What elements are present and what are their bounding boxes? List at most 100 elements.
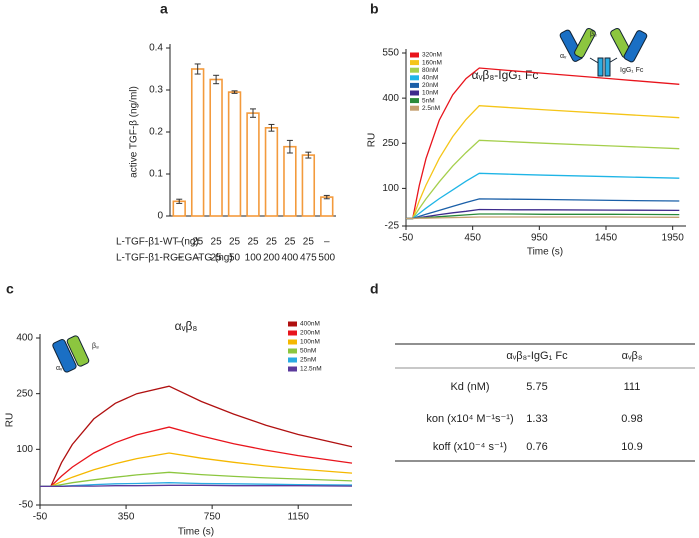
x-tick-label: 475 bbox=[300, 253, 317, 264]
x-tick-label: 100 bbox=[245, 253, 262, 264]
x-tick-label: 450 bbox=[464, 233, 481, 244]
legend-label: 80nM bbox=[422, 67, 438, 74]
y-tick-label: 0 bbox=[157, 211, 163, 222]
row-label: L-TGF-β1-RGEGATG (ng) bbox=[116, 253, 233, 264]
legend-swatch bbox=[410, 75, 419, 81]
x-tick-label: 25 bbox=[211, 237, 223, 248]
legend-label: 160nM bbox=[422, 59, 442, 66]
x-tick-label: 25 bbox=[192, 237, 204, 248]
legend-label: 400nM bbox=[300, 321, 320, 328]
legend-label: 5nM bbox=[422, 97, 435, 104]
table-cell: 0.98 bbox=[621, 413, 642, 425]
legend-label: 200nM bbox=[300, 330, 320, 337]
bar bbox=[209, 78, 223, 217]
y-tick-label: 250 bbox=[16, 388, 33, 399]
table-cell: 0.76 bbox=[526, 441, 547, 453]
x-tick-label: 25 bbox=[284, 237, 296, 248]
legend-swatch bbox=[410, 52, 419, 58]
x-tick-label: 1950 bbox=[662, 233, 685, 244]
y-tick-label: -50 bbox=[19, 500, 34, 511]
bar bbox=[264, 127, 279, 217]
legend-label: 12.5nM bbox=[300, 366, 322, 373]
icon-label: αᵥ bbox=[56, 365, 63, 372]
y-tick-label: 100 bbox=[16, 444, 33, 455]
table-cell: 10.9 bbox=[621, 441, 642, 453]
x-axis-label: Time (s) bbox=[178, 527, 214, 538]
bar bbox=[301, 154, 316, 217]
legend-label: 20nM bbox=[422, 82, 438, 89]
legend-swatch bbox=[410, 60, 419, 66]
x-tick-label: 350 bbox=[118, 512, 135, 523]
icon-label: αᵥ bbox=[560, 53, 567, 60]
antibody-icon bbox=[559, 27, 648, 77]
bar bbox=[283, 145, 297, 217]
table-cell: 1.33 bbox=[526, 413, 547, 425]
y-tick-label: 400 bbox=[382, 93, 399, 104]
legend-swatch bbox=[410, 105, 419, 111]
sensorgram-line bbox=[406, 216, 680, 220]
icon-label: β₈ bbox=[590, 31, 597, 38]
x-tick-label: 25 bbox=[247, 237, 259, 248]
y-tick-label: 400 bbox=[16, 333, 33, 344]
legend-swatch bbox=[288, 348, 297, 354]
bar bbox=[227, 91, 242, 217]
bar bbox=[320, 196, 334, 217]
y-tick-label: -25 bbox=[385, 221, 400, 232]
table-cell: 5.75 bbox=[526, 381, 547, 393]
x-axis-label: Time (s) bbox=[527, 247, 563, 258]
x-tick-label: – bbox=[195, 253, 201, 264]
legend-label: 320nM bbox=[422, 52, 442, 59]
y-tick-label: 0.2 bbox=[149, 127, 163, 138]
legend-label: 50nM bbox=[300, 348, 316, 355]
x-tick-label: 1450 bbox=[595, 233, 618, 244]
x-tick-label: -50 bbox=[399, 233, 414, 244]
legend-swatch bbox=[410, 98, 419, 104]
legend-label: 40nM bbox=[422, 75, 438, 82]
table-cell: koff (x10⁻⁴ s⁻¹) bbox=[433, 441, 507, 453]
x-tick-label: 1150 bbox=[287, 512, 309, 523]
icon-label: β₈ bbox=[92, 343, 99, 350]
table-cell: 111 bbox=[624, 381, 641, 393]
legend-swatch bbox=[410, 90, 419, 96]
y-axis-label: RU bbox=[367, 133, 378, 147]
legend-swatch bbox=[288, 357, 297, 363]
sensorgram-line bbox=[406, 198, 680, 220]
x-tick-label: 950 bbox=[531, 233, 548, 244]
panel-label: a bbox=[160, 1, 168, 17]
bar bbox=[246, 112, 260, 217]
row-label: L-TGF-β1-WT (ng) bbox=[116, 237, 199, 248]
x-tick-label: 200 bbox=[263, 253, 280, 264]
x-tick-label: 25 bbox=[211, 253, 223, 264]
x-tick-label: 750 bbox=[204, 512, 221, 523]
table-cell: Kd (nM) bbox=[450, 381, 489, 393]
x-tick-label: 50 bbox=[229, 253, 241, 264]
y-tick-label: 100 bbox=[382, 183, 399, 194]
legend-label: 2.5nM bbox=[422, 105, 440, 112]
x-tick-label: 25 bbox=[229, 237, 241, 248]
sensorgram-line bbox=[40, 452, 353, 488]
sensorgram-line bbox=[40, 426, 353, 488]
x-tick-label: – bbox=[176, 237, 182, 248]
y-tick-label: 0.1 bbox=[149, 169, 163, 180]
annotation: αᵥβ₈ bbox=[175, 319, 198, 333]
legend-swatch bbox=[410, 82, 419, 88]
x-tick-label: – bbox=[176, 253, 182, 264]
x-tick-label: 25 bbox=[303, 237, 315, 248]
x-tick-label: – bbox=[324, 237, 330, 248]
sensorgram-line bbox=[40, 484, 353, 488]
table-header: αᵥβ₈ bbox=[622, 350, 643, 362]
bar bbox=[190, 68, 205, 217]
sensorgram-line bbox=[406, 172, 680, 220]
sensorgram-line bbox=[406, 105, 680, 220]
y-tick-label: 0.3 bbox=[149, 85, 163, 96]
panel-label: d bbox=[370, 281, 379, 297]
table-cell: kon (x10⁴ M⁻¹s⁻¹) bbox=[426, 413, 513, 425]
panel-label: c bbox=[6, 281, 14, 297]
legend-swatch bbox=[288, 321, 297, 327]
table-header: αᵥβ₈-IgG₁ Fc bbox=[506, 350, 568, 362]
legend-swatch bbox=[288, 339, 297, 345]
sensorgram-line bbox=[40, 471, 353, 488]
y-tick-label: 250 bbox=[382, 138, 399, 149]
sensorgram-line bbox=[406, 67, 680, 220]
